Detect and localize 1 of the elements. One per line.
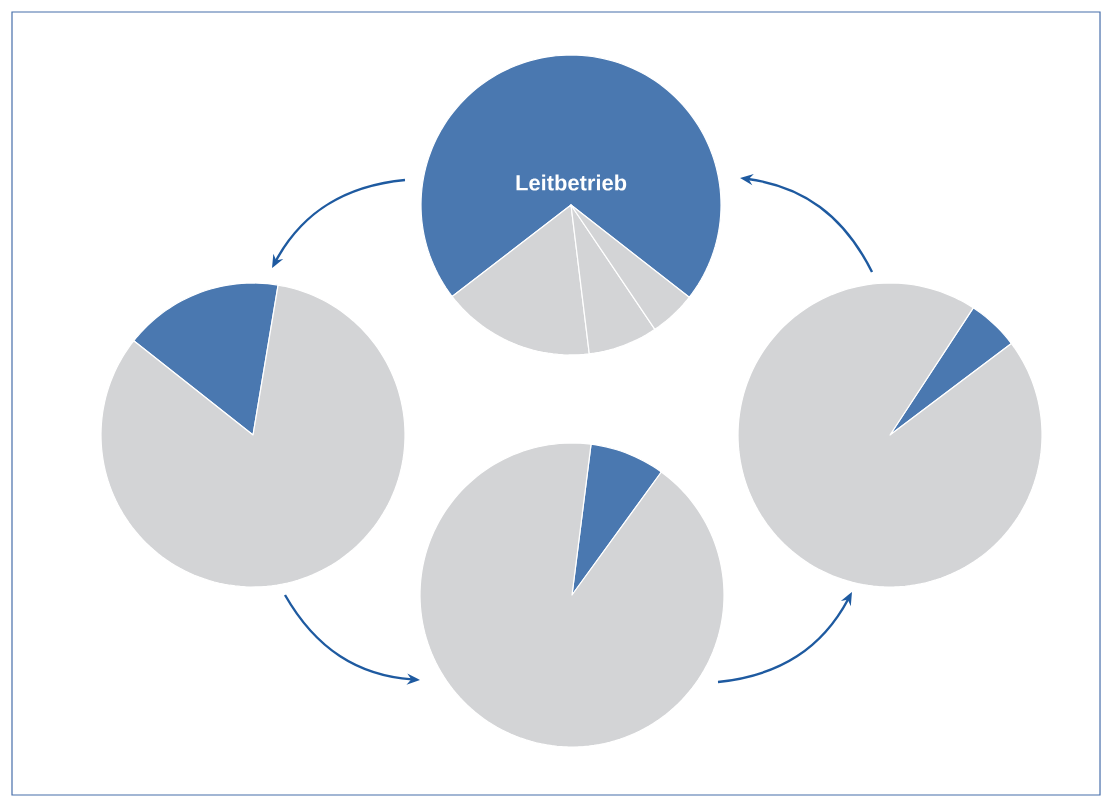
slice-label: Leitbetrieb <box>516 174 627 191</box>
